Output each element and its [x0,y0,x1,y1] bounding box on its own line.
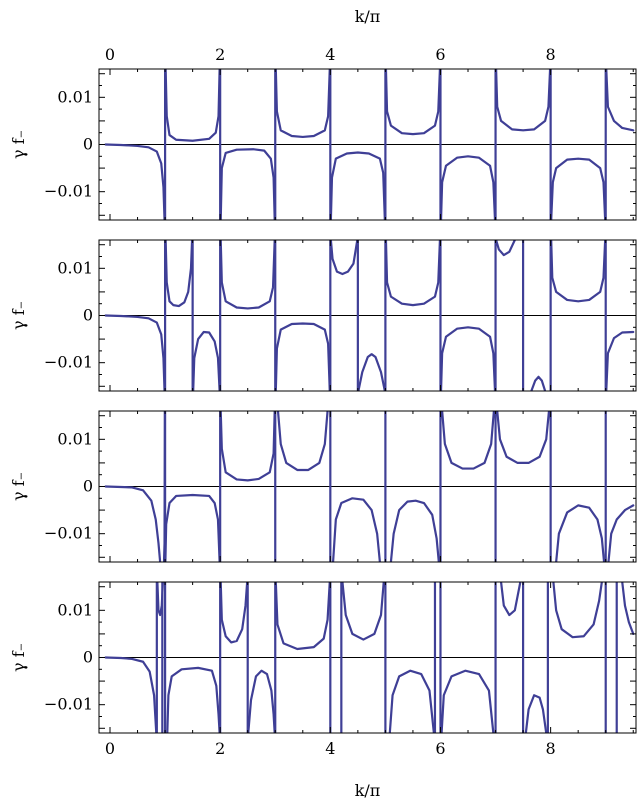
y-tick-label: 0.01 [57,600,93,619]
x-tick-label: 0 [105,45,115,64]
series-segment [550,240,607,303]
series-segment [524,694,548,733]
series-segment [247,669,276,733]
series-segment [495,69,552,132]
series-segment [530,375,547,391]
series-segment [274,322,331,391]
series-segment [357,353,386,391]
y-tick-label: 0.01 [57,258,93,277]
series-segment [104,143,166,220]
series-segment [499,582,522,617]
series-segment [104,656,158,733]
series-segment [389,499,440,562]
series-segment [274,582,331,651]
x-tick-label: 0 [105,739,115,758]
series-segment [439,326,497,391]
series [104,69,635,220]
x-tick-label: 2 [215,739,225,758]
top-x-axis-title: k/π [355,7,381,26]
series-segment [552,582,603,639]
series-segment [384,69,442,136]
panel-2: 0.01 0 −0.01 γ f₋ [9,239,637,392]
y-tick-label: −0.01 [44,695,93,714]
series-segment [164,240,194,308]
series-segment [605,69,635,132]
series-segment [331,497,381,562]
x-tick-label: 6 [435,739,445,758]
series-segment [440,669,495,733]
series-segment [496,411,551,465]
y-tick-label: −0.01 [44,353,93,372]
bottom-x-axis-title: k/π [355,781,381,800]
panel-4: 0.01 0 −0.01 γ f₋ 0 2 4 6 8 [9,581,637,758]
series-segment [441,411,495,470]
series-segment [104,314,166,391]
panel-3: 0.01 0 −0.01 γ f₋ [9,410,637,563]
panels: 0.01 0 −0.01 γ f₋ 0 2 4 6 8 0.01 0 −0.01 γ f₋ 0.01 0 −0… [9,45,637,758]
series-segment [555,504,606,562]
series-segment [621,582,635,636]
series-segment [329,240,359,276]
series-segment [329,151,386,220]
series-segment [274,69,331,139]
series-segment [607,504,635,562]
y-tick-label: 0 [83,135,93,154]
series-segment [219,582,249,644]
series-segment [219,148,276,220]
series-segment [164,69,221,142]
series-segment [192,330,221,391]
panel-1: 0.01 0 −0.01 γ f₋ 0 2 4 6 8 [9,45,637,221]
series-segment [341,582,385,641]
y-axis-title: γ f₋ [9,643,28,672]
series-segment [104,485,162,562]
series [104,582,635,733]
series [104,240,635,391]
series-segment [219,411,276,482]
series-segment [276,411,329,472]
series-segment [166,666,221,733]
y-tick-label: −0.01 [44,182,93,201]
x-tick-label: 8 [546,739,556,758]
series-segment [219,240,276,310]
y-tick-label: 0 [83,648,93,667]
series-segment [164,493,221,562]
y-tick-label: 0.01 [57,429,93,448]
x-tick-label: 2 [215,45,225,64]
y-axis-title: γ f₋ [9,301,28,330]
series [104,411,635,562]
y-tick-label: 0 [83,477,93,496]
series-segment [388,669,435,733]
series-segment [605,330,635,391]
y-axis-title: γ f₋ [9,130,28,159]
series-segment [439,155,497,220]
x-tick-label: 4 [325,739,335,758]
x-tick-label: 8 [546,45,556,64]
y-tick-label: 0.01 [57,87,93,106]
y-tick-label: 0 [83,306,93,325]
x-tick-label: 6 [435,45,445,64]
series-segment [384,240,442,307]
x-tick-label: 4 [325,45,335,64]
y-axis-title: γ f₋ [9,472,28,501]
y-tick-label: −0.01 [44,524,93,543]
series-segment [550,157,607,220]
series-segment [495,240,516,257]
